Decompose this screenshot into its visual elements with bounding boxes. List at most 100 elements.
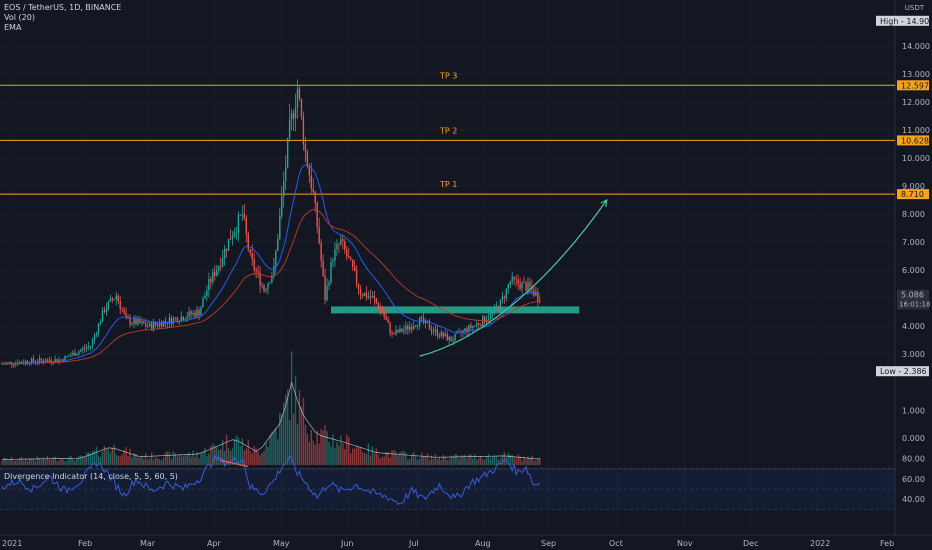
volume-bar: [129, 448, 131, 465]
volume-bar: [255, 448, 257, 465]
candle-body: [448, 336, 450, 341]
candle-body: [310, 175, 312, 189]
volume-bar: [501, 455, 504, 465]
candle-body: [320, 242, 322, 261]
volume-bar: [389, 457, 391, 465]
candle: [190, 309, 192, 320]
volume-bar: [399, 452, 401, 465]
candle: [170, 315, 173, 328]
candle: [86, 344, 88, 353]
candle: [249, 249, 251, 257]
volume-bar: [495, 455, 498, 465]
candle: [359, 285, 362, 300]
candle-body: [487, 318, 490, 321]
candle: [129, 314, 131, 328]
volume-bar: [151, 452, 153, 465]
indicator-tick-0: 80.00: [902, 454, 925, 463]
candle-body: [527, 282, 529, 291]
price-tick-1: 13.000: [902, 70, 930, 79]
candle-body: [334, 248, 336, 261]
candle-body: [84, 348, 86, 350]
candle: [340, 233, 342, 246]
volume-bar: [517, 454, 519, 465]
candle: [141, 317, 143, 327]
candle: [87, 341, 90, 351]
candle-body: [129, 318, 131, 325]
time-tick-6: Jul: [408, 539, 419, 548]
candle: [40, 358, 43, 362]
candle: [160, 319, 163, 330]
volume-bar: [243, 450, 246, 465]
volume-bar: [200, 453, 202, 465]
candle-body: [397, 330, 399, 333]
candle-body: [361, 295, 364, 297]
candle-body: [418, 317, 421, 326]
target-levels: TP 3 TP 2 TP 1: [0, 71, 895, 195]
candle-body: [413, 326, 415, 330]
volume-bar: [288, 419, 291, 465]
volume-bar: [125, 447, 127, 465]
time-axis[interactable]: 2021 Feb Mar Apr May Jun Jul Aug Sep Oct Nov Dec 202…: [2, 539, 894, 548]
tp-label-1: TP 3: [439, 71, 457, 80]
candle-body: [440, 331, 443, 337]
candle-body: [152, 322, 155, 329]
candle-body: [168, 317, 171, 324]
candle: [294, 93, 297, 132]
volume-bar: [529, 457, 531, 465]
candle: [243, 203, 246, 221]
candle-body: [245, 218, 247, 234]
candle: [219, 257, 222, 272]
candle: [89, 345, 92, 351]
candle-body: [381, 309, 383, 313]
volume-bar: [32, 459, 35, 465]
candle-body: [318, 227, 320, 243]
volume-bar: [340, 435, 342, 465]
candle: [188, 307, 190, 320]
candle-body: [127, 317, 129, 319]
volume-bar: [149, 458, 151, 465]
volume-bar: [166, 451, 169, 465]
candle-body: [60, 359, 62, 361]
candle-body: [466, 328, 468, 332]
volume-bar: [456, 454, 458, 465]
volume-bar: [320, 428, 322, 465]
volume-bar: [361, 451, 364, 465]
tp-label-3: TP 1: [439, 180, 457, 189]
tp-price-badge-3: [897, 189, 929, 200]
candle-body: [214, 271, 216, 277]
candle-body: [442, 331, 444, 337]
volume-bar: [478, 458, 480, 465]
candle-body: [74, 352, 76, 356]
osc-line: [1, 454, 541, 505]
volume-bar: [395, 451, 397, 465]
volume-bar: [353, 448, 356, 465]
volume-bar: [509, 454, 511, 465]
candle-body: [405, 326, 407, 330]
candle: [133, 315, 135, 329]
volume-bar: [105, 450, 108, 465]
candle-body: [225, 248, 228, 251]
candle-body: [105, 308, 108, 313]
volume-bar: [168, 451, 171, 465]
volume-bar: [446, 460, 448, 465]
candle: [21, 360, 23, 364]
price-tick-11: 3.000: [902, 350, 925, 359]
candle-body: [76, 354, 78, 356]
candle-body: [265, 289, 267, 292]
volume-bar: [54, 456, 56, 465]
candle: [152, 318, 155, 332]
volume-bar: [310, 429, 312, 465]
volume-bar: [253, 446, 255, 465]
volume-bar: [261, 452, 263, 465]
volume-bar: [424, 455, 427, 465]
volume-bar: [78, 455, 80, 465]
volume-bar: [21, 456, 23, 465]
candle: [355, 265, 358, 288]
volume-bar: [523, 456, 525, 465]
price-axis[interactable]: 14.000 13.000 12.000 11.000 10.000 9.000 8.000…: [876, 15, 932, 504]
projection-curve: [419, 199, 608, 357]
candle: [253, 252, 255, 275]
candle: [5, 361, 7, 365]
candle-body: [476, 323, 478, 326]
